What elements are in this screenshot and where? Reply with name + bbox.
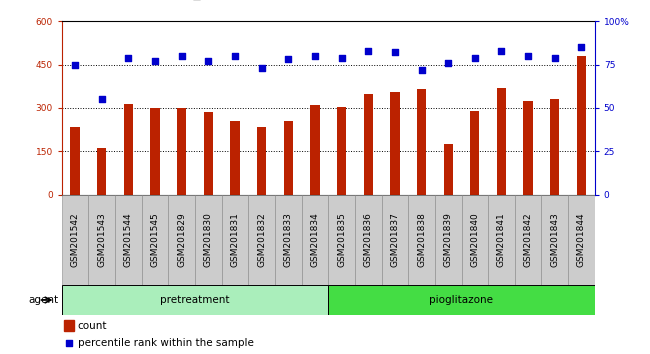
Text: GSM201839: GSM201839 bbox=[444, 212, 452, 267]
Text: GSM201543: GSM201543 bbox=[98, 212, 106, 267]
Bar bbox=[150, 108, 160, 195]
Bar bbox=[115, 195, 142, 285]
Text: GSM201830: GSM201830 bbox=[204, 212, 213, 267]
Text: GSM201829: GSM201829 bbox=[177, 212, 186, 267]
Bar bbox=[168, 195, 195, 285]
Point bbox=[310, 53, 320, 59]
Bar bbox=[462, 195, 488, 285]
Bar bbox=[355, 195, 382, 285]
Bar bbox=[257, 127, 266, 195]
Bar bbox=[443, 144, 453, 195]
Bar bbox=[363, 93, 373, 195]
Point bbox=[497, 48, 507, 53]
Text: GSM201843: GSM201843 bbox=[551, 212, 559, 267]
Bar bbox=[417, 89, 426, 195]
Text: GSM201835: GSM201835 bbox=[337, 212, 346, 267]
Text: GSM201841: GSM201841 bbox=[497, 212, 506, 267]
Bar bbox=[488, 195, 515, 285]
Bar bbox=[390, 92, 400, 195]
Text: GSM201834: GSM201834 bbox=[311, 212, 319, 267]
Point bbox=[150, 58, 161, 64]
Text: pioglitazone: pioglitazone bbox=[430, 295, 493, 305]
Bar bbox=[124, 104, 133, 195]
Bar bbox=[275, 195, 302, 285]
Bar bbox=[435, 195, 462, 285]
Bar bbox=[62, 285, 328, 315]
Bar bbox=[328, 195, 355, 285]
Point bbox=[230, 53, 240, 59]
Text: agent: agent bbox=[29, 295, 58, 305]
Bar bbox=[62, 195, 88, 285]
Text: GSM201838: GSM201838 bbox=[417, 212, 426, 267]
Bar bbox=[337, 107, 346, 195]
Text: GSM201832: GSM201832 bbox=[257, 212, 266, 267]
Bar bbox=[177, 108, 187, 195]
Text: GSM201831: GSM201831 bbox=[231, 212, 239, 267]
Point bbox=[203, 58, 213, 64]
Bar bbox=[310, 105, 320, 195]
Bar bbox=[541, 195, 568, 285]
Bar bbox=[523, 101, 533, 195]
Bar bbox=[328, 285, 595, 315]
Text: GSM201836: GSM201836 bbox=[364, 212, 372, 267]
Bar bbox=[382, 195, 408, 285]
Bar bbox=[515, 195, 541, 285]
Point bbox=[363, 48, 373, 53]
Text: GSM201837: GSM201837 bbox=[391, 212, 399, 267]
Bar bbox=[470, 111, 480, 195]
Text: GSM201842: GSM201842 bbox=[524, 212, 532, 267]
Bar bbox=[222, 195, 248, 285]
Point bbox=[417, 67, 427, 73]
Point bbox=[64, 340, 74, 346]
Bar bbox=[568, 195, 595, 285]
Text: GSM201844: GSM201844 bbox=[577, 212, 586, 267]
Point bbox=[469, 55, 480, 61]
Text: GSM201833: GSM201833 bbox=[284, 212, 292, 267]
Bar bbox=[64, 320, 74, 331]
Text: GSM201840: GSM201840 bbox=[471, 212, 479, 267]
Bar bbox=[195, 195, 222, 285]
Bar bbox=[577, 56, 586, 195]
Bar bbox=[203, 112, 213, 195]
Text: GSM201544: GSM201544 bbox=[124, 212, 133, 267]
Point bbox=[124, 55, 134, 61]
Point bbox=[577, 45, 587, 50]
Text: pretreatment: pretreatment bbox=[161, 295, 229, 305]
Text: GSM201545: GSM201545 bbox=[151, 212, 159, 267]
Bar bbox=[550, 99, 560, 195]
Point bbox=[550, 55, 560, 61]
Point bbox=[96, 96, 107, 102]
Bar bbox=[497, 88, 506, 195]
Bar bbox=[283, 121, 293, 195]
Point bbox=[443, 60, 454, 66]
Text: GSM201542: GSM201542 bbox=[71, 212, 79, 267]
Point bbox=[523, 53, 533, 59]
Bar bbox=[97, 148, 107, 195]
Bar bbox=[142, 195, 168, 285]
Point bbox=[256, 65, 267, 71]
Point bbox=[390, 50, 400, 55]
Text: count: count bbox=[78, 321, 107, 331]
Bar bbox=[230, 121, 240, 195]
Bar bbox=[70, 127, 80, 195]
Bar bbox=[302, 195, 328, 285]
Bar bbox=[408, 195, 435, 285]
Point bbox=[283, 57, 294, 62]
Bar bbox=[248, 195, 275, 285]
Point bbox=[177, 53, 187, 59]
Text: percentile rank within the sample: percentile rank within the sample bbox=[78, 338, 254, 348]
Point bbox=[337, 55, 347, 61]
Bar bbox=[88, 195, 115, 285]
Point bbox=[70, 62, 81, 68]
